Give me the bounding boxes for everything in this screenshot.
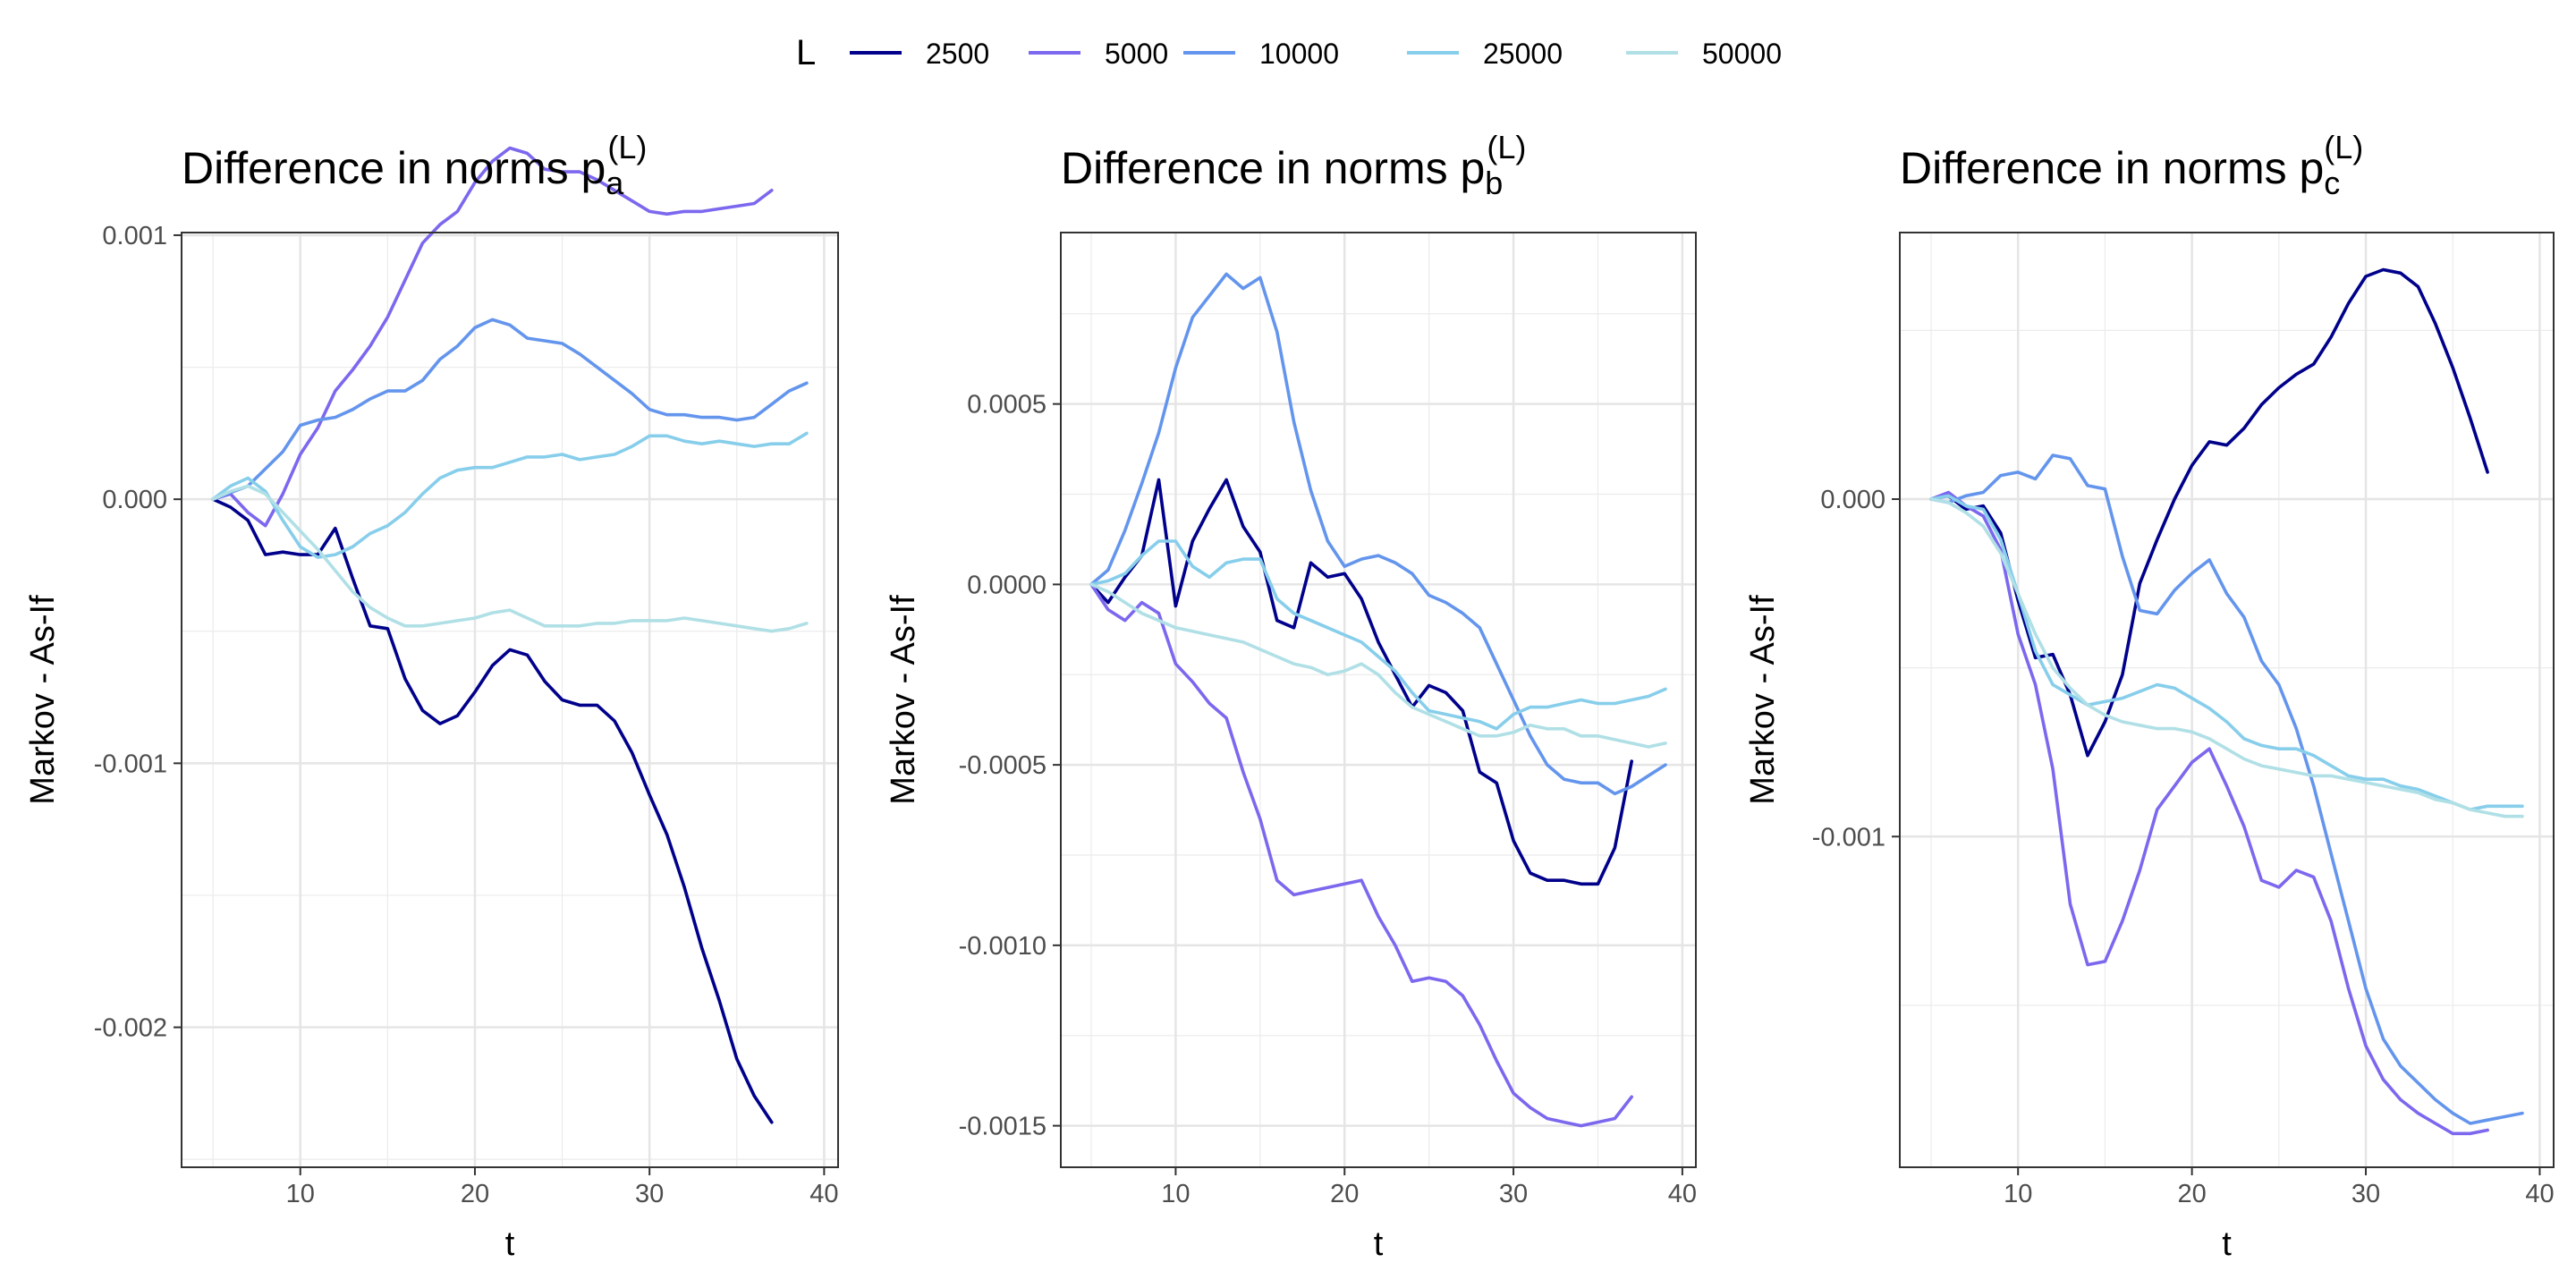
y-tick-label: 0.0005 (967, 391, 1046, 419)
series-line-5000 (211, 146, 774, 528)
series-line-50000 (1089, 582, 1667, 749)
panel-title-subscript: a (606, 165, 624, 201)
y-tick-label: -0.002 (94, 1014, 167, 1043)
panel-title-subscript: b (1485, 165, 1503, 201)
panel-border (1060, 232, 1697, 1168)
legend-item-10000: 10000 (1183, 38, 1339, 70)
series-line-2500 (211, 497, 774, 1124)
y-tick-label: -0.0015 (959, 1113, 1046, 1141)
x-axis-title: t (505, 1225, 515, 1263)
panel-title-main: Difference in norms p (1061, 143, 1485, 193)
panel-title: Difference in norms pb(L) (1061, 129, 1526, 201)
legend-label: 10000 (1259, 38, 1339, 70)
legend: L 2500 5000 10000 25000 50000 (796, 33, 1782, 72)
x-tick-label: 40 (2525, 1180, 2554, 1208)
plot-background (1900, 233, 2554, 1167)
legend-item-5000: 5000 (1029, 38, 1168, 70)
chart-panel-2: 10 20 30 40 0.0005 0.0000 -0.0005 -0.0010 -0.001… (885, 129, 1697, 1263)
series-line-50000 (1929, 497, 2524, 818)
x-tick-label: 30 (2351, 1180, 2380, 1208)
panel-title-superscript: (L) (607, 129, 647, 165)
series-line-2500 (1929, 267, 2489, 758)
series-line-5000 (1929, 490, 2489, 1136)
chart-panel-3: 10 20 30 40 0.000 -0.001 t Markov - As-If Differ… (1744, 129, 2555, 1263)
x-tick-label: 20 (1330, 1180, 1359, 1208)
legend-label: 50000 (1702, 38, 1782, 70)
panel-title: Difference in norms pc(L) (1900, 129, 2363, 201)
y-axis-title: Markov - As-If (1744, 595, 1782, 805)
series-line-50000 (211, 484, 809, 633)
x-tick-label: 40 (809, 1180, 838, 1208)
y-tick-label: 0.0000 (967, 571, 1046, 599)
panel-border (181, 232, 839, 1168)
legend-item-50000: 50000 (1626, 38, 1782, 70)
panel-title-main: Difference in norms p (1900, 143, 2324, 193)
x-tick-label: 10 (1161, 1180, 1190, 1208)
panel-title-superscript: (L) (2324, 129, 2363, 165)
series-line-10000 (1089, 272, 1667, 796)
x-axis-title: t (1374, 1225, 1384, 1263)
y-tick-label: -0.001 (94, 750, 167, 778)
x-tick-label: 30 (1499, 1180, 1528, 1208)
series-line-25000 (1929, 494, 2524, 811)
legend-label: 25000 (1483, 38, 1563, 70)
x-tick-label: 20 (461, 1180, 489, 1208)
y-tick-label: 0.001 (102, 222, 167, 250)
y-tick-label: 0.000 (1820, 486, 1885, 514)
y-tick-label: -0.0005 (959, 751, 1046, 780)
legend-title: L (796, 33, 816, 72)
series-line-2500 (1089, 478, 1633, 886)
x-tick-label: 30 (635, 1180, 664, 1208)
legend-label: 5000 (1105, 38, 1168, 70)
panel-title-superscript: (L) (1487, 129, 1526, 165)
x-tick-label: 20 (2177, 1180, 2206, 1208)
panel-title-subscript: c (2324, 165, 2340, 201)
y-axis-title: Markov - As-If (24, 595, 62, 805)
y-tick-label: -0.001 (1812, 823, 1885, 852)
panel-title-main: Difference in norms p (182, 143, 606, 193)
legend-item-2500: 2500 (850, 38, 989, 70)
x-axis-title: t (2222, 1225, 2232, 1263)
series-line-10000 (1929, 453, 2524, 1125)
y-axis-title: Markov - As-If (885, 595, 922, 805)
series-line-25000 (1089, 539, 1667, 731)
panel-border (1899, 232, 2555, 1168)
plot-background (1061, 233, 1696, 1167)
x-tick-label: 10 (286, 1180, 315, 1208)
plot-background (182, 233, 838, 1167)
panels: 10 20 30 40 0.001 0.000 -0.001 -0.002 t Markov - … (24, 129, 2555, 1263)
y-tick-label: -0.0010 (959, 932, 1046, 961)
chart-panel-1: 10 20 30 40 0.001 0.000 -0.001 -0.002 t Markov - … (24, 129, 839, 1263)
legend-item-25000: 25000 (1407, 38, 1563, 70)
series-line-10000 (211, 318, 809, 501)
series-line-25000 (211, 431, 809, 559)
y-tick-label: 0.000 (102, 486, 167, 514)
x-tick-label: 10 (2004, 1180, 2032, 1208)
x-tick-label: 40 (1668, 1180, 1697, 1208)
panel-title: Difference in norms pa(L) (182, 129, 647, 201)
legend-label: 2500 (926, 38, 989, 70)
series-line-5000 (1089, 582, 1633, 1128)
